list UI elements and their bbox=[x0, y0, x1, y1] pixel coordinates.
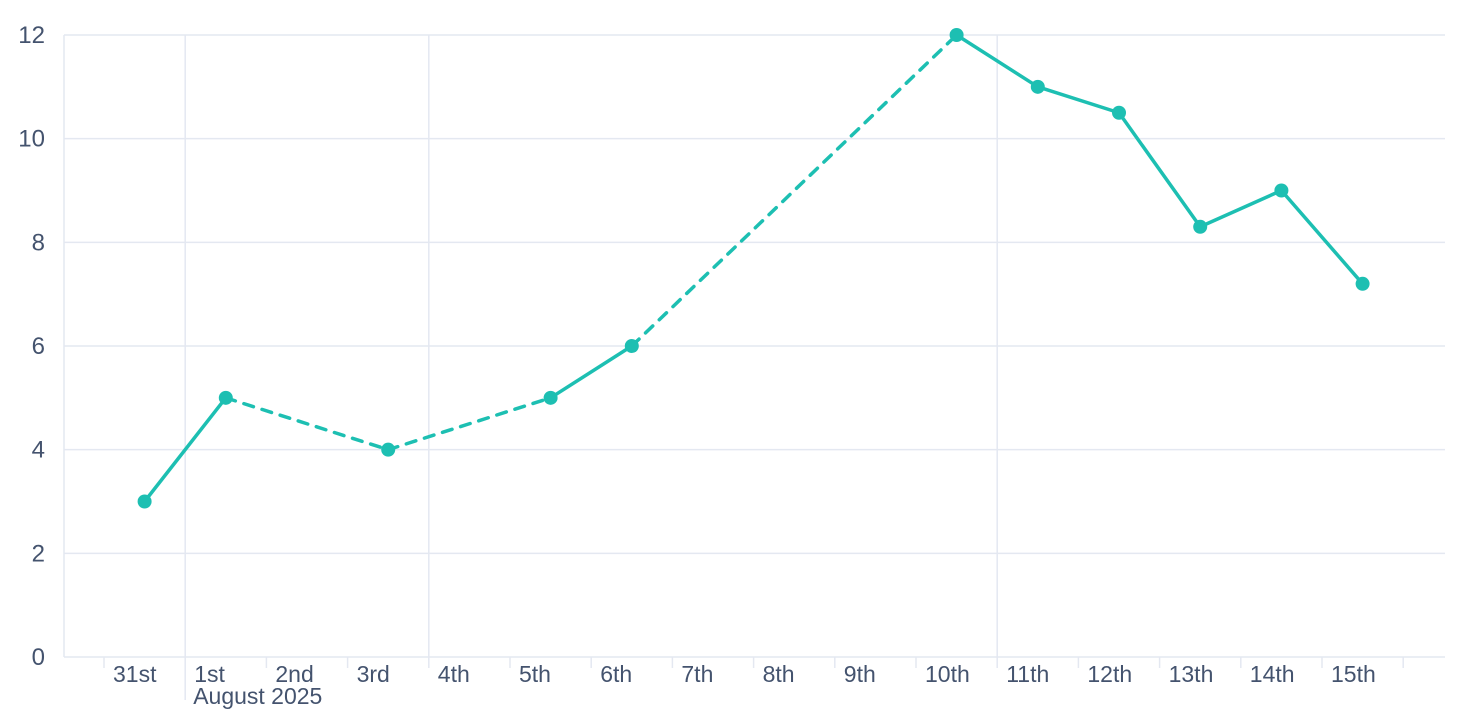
x-tick-label: 2nd bbox=[275, 661, 313, 687]
y-tick-label: 12 bbox=[18, 22, 45, 49]
data-point[interactable] bbox=[1112, 105, 1126, 120]
x-tick-label: 31st bbox=[113, 661, 157, 687]
data-point[interactable] bbox=[1274, 183, 1289, 198]
series-segment-dashed bbox=[630, 33, 959, 348]
series-segment-solid bbox=[1198, 188, 1284, 229]
series-segment-solid bbox=[548, 344, 634, 400]
x-tick-label: 8th bbox=[763, 661, 795, 687]
y-tick-label: 6 bbox=[32, 333, 45, 360]
data-point[interactable] bbox=[381, 442, 396, 457]
x-tick-label: 3rd bbox=[357, 661, 390, 687]
y-tick-label: 0 bbox=[32, 644, 45, 671]
data-point[interactable] bbox=[1193, 219, 1208, 234]
x-tick-label: 4th bbox=[438, 661, 470, 687]
series-segment-solid bbox=[142, 396, 228, 504]
y-tick-label: 2 bbox=[32, 540, 45, 567]
series-segment-solid bbox=[954, 33, 1040, 89]
x-tick-label: 6th bbox=[600, 661, 632, 687]
data-point[interactable] bbox=[624, 339, 639, 353]
data-point[interactable] bbox=[1355, 276, 1370, 291]
data-point[interactable] bbox=[949, 28, 964, 42]
series-segment-dashed bbox=[224, 396, 390, 452]
y-tick-label: 4 bbox=[32, 437, 45, 464]
x-tick-label: 11th bbox=[1006, 661, 1049, 687]
y-tick-label: 8 bbox=[32, 229, 45, 256]
x-tick-label: 13th bbox=[1169, 661, 1214, 687]
x-tick-label: 14th bbox=[1250, 661, 1295, 687]
y-tick-label: 10 bbox=[18, 126, 45, 153]
series-segment-solid bbox=[1279, 188, 1365, 286]
data-point[interactable] bbox=[1030, 79, 1045, 94]
x-tick-label: 1st bbox=[194, 661, 225, 687]
series-segment-solid bbox=[1036, 85, 1121, 115]
data-point[interactable] bbox=[218, 390, 233, 405]
x-tick-label: 9th bbox=[844, 661, 876, 687]
x-tick-label: 10th bbox=[925, 661, 970, 687]
data-point[interactable] bbox=[137, 494, 152, 509]
series-segment-dashed bbox=[386, 396, 553, 452]
x-tick-label: 12th bbox=[1087, 661, 1132, 687]
month-label: August 2025 bbox=[193, 683, 322, 709]
x-tick-label: 15th bbox=[1331, 661, 1376, 687]
data-point[interactable] bbox=[543, 390, 558, 405]
x-tick-label: 7th bbox=[681, 661, 713, 687]
series-segment-solid bbox=[1117, 111, 1202, 229]
x-tick-label: 5th bbox=[519, 661, 551, 687]
